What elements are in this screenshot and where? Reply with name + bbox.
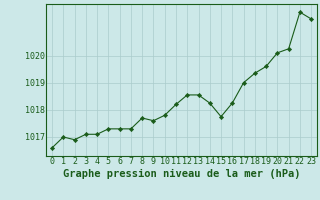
X-axis label: Graphe pression niveau de la mer (hPa): Graphe pression niveau de la mer (hPa) bbox=[63, 169, 300, 179]
